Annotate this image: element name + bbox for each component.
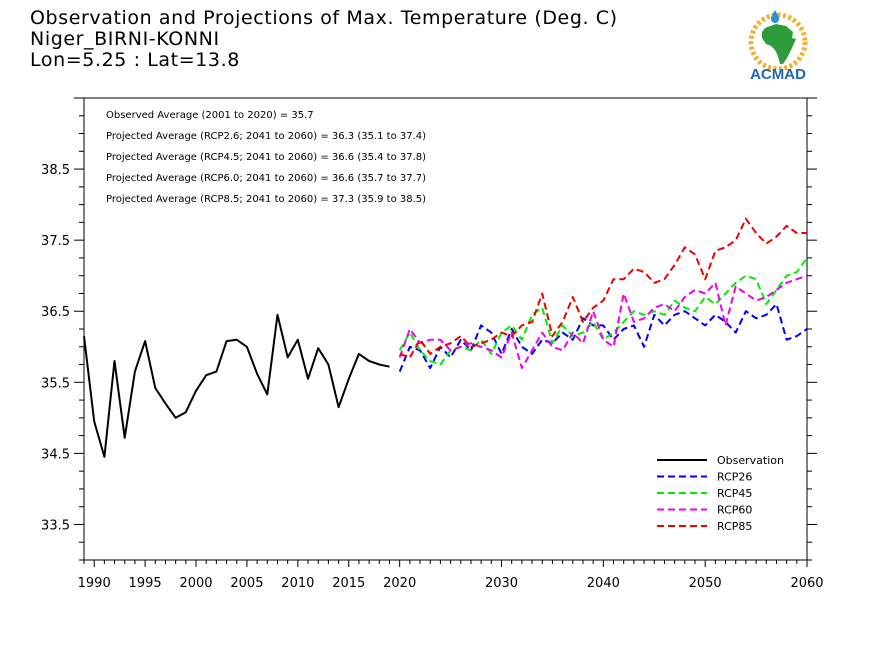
y-tick-label: 33.5	[41, 518, 70, 533]
legend-label-rcp26: RCP26	[717, 471, 752, 484]
series-line-rcp60	[398, 274, 808, 370]
chart-title-block: Observation and Projections of Max. Temp…	[30, 8, 618, 71]
x-tick-label: 2015	[332, 576, 365, 591]
y-tick-label: 38.5	[41, 163, 70, 178]
series-line-rcp26	[398, 303, 808, 372]
acmad-logo: ACMAD	[748, 10, 808, 83]
x-tick-label: 2000	[179, 576, 212, 591]
y-tick-label: 36.5	[41, 305, 70, 320]
y-tick-label: 37.5	[41, 234, 70, 249]
x-tick-label: 2040	[587, 576, 620, 591]
chart-legend: Observation RCP26 RCP45 RCP60 RCP85	[657, 454, 784, 533]
y-tick-label: 34.5	[41, 447, 70, 462]
plot-frame	[83, 97, 808, 561]
chart-subtitle-location: Niger_BIRNI-KONNI	[30, 28, 220, 50]
x-tick-label: 2020	[383, 576, 416, 591]
chart-axes: 33.5 34.5 35.5 36.5 37.5 38.5 1990 1995 2000 2005…	[41, 97, 824, 591]
annotation-line: Projected Average (RCP8.5; 2041 to 2060)…	[106, 194, 426, 205]
x-tick-label: 1995	[129, 576, 162, 591]
chart-annotations: Observed Average (2001 to 2020) = 35.7 Pr…	[106, 110, 426, 205]
legend-label-observation: Observation	[717, 454, 784, 467]
series-line-observation	[83, 313, 390, 458]
annotation-line: Projected Average (RCP2.6; 2041 to 2060)…	[106, 131, 426, 142]
annotation-line: Observed Average (2001 to 2020) = 35.7	[106, 110, 314, 121]
x-tick-label: 2005	[230, 576, 263, 591]
x-tick-label: 1990	[78, 576, 111, 591]
annotation-line: Projected Average (RCP6.0; 2041 to 2060)…	[106, 173, 426, 184]
africa-map-logo-icon	[748, 10, 808, 72]
annotation-line: Projected Average (RCP4.5; 2041 to 2060)…	[106, 152, 426, 163]
legend-label-rcp45: RCP45	[717, 487, 752, 500]
series-line-rcp85	[399, 217, 807, 359]
series-line-rcp45	[398, 257, 808, 366]
x-tick-label: 2050	[689, 576, 722, 591]
chart-title: Observation and Projections of Max. Temp…	[30, 7, 618, 29]
x-tick-label: 2010	[281, 576, 314, 591]
chart-series	[83, 217, 808, 458]
chart-subtitle-coordinates: Lon=5.25 : Lat=13.8	[30, 49, 240, 71]
legend-label-rcp85: RCP85	[717, 520, 752, 533]
x-tick-label: 2060	[790, 576, 823, 591]
logo-text: ACMAD	[750, 66, 806, 83]
legend-label-rcp60: RCP60	[717, 504, 752, 517]
x-tick-label: 2030	[485, 576, 518, 591]
y-tick-label: 35.5	[41, 376, 70, 391]
